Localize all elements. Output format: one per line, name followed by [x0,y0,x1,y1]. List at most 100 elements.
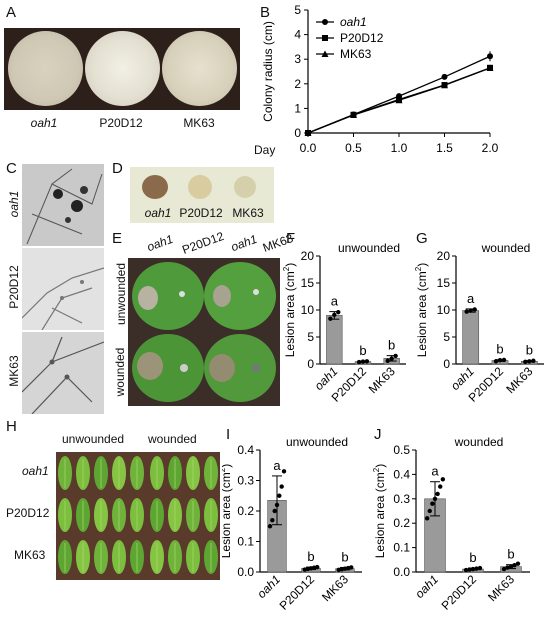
b-y-tick-label: 0 [294,126,301,140]
bar-point [515,561,521,566]
bar-point [315,564,320,570]
plate-p20d12 [85,31,160,106]
panel-label-g: G [416,230,428,247]
bar-point [501,566,507,572]
bar-y-tick-label: 5 [443,330,450,344]
label-e-unwounded: unwounded [114,262,128,326]
b-legend-label: oah1 [340,15,367,29]
b-point [350,111,357,119]
bar-chart-title: unwounded [286,435,348,449]
panel-label-j: J [374,426,382,443]
bar-category-label: MK63 [485,572,517,604]
b-x-tick-label: 0.5 [345,141,362,155]
bar-point [332,312,337,318]
bar-y-tick-label: 15 [301,276,315,290]
day-label: Day [254,143,276,157]
bar-point [267,524,273,529]
bar-point [463,567,469,573]
bar-point [470,566,476,572]
bar-point [349,565,354,570]
bar-category-label: oah1 [254,572,283,601]
bar [326,315,343,365]
plate-mk63 [162,31,237,106]
leaf-photo-h [56,452,220,580]
bar-significance-letter: b [496,342,503,357]
bar-point [427,508,432,514]
bar-significance-letter: b [507,547,514,562]
bar-point [270,517,275,523]
label-a-mk63: MK63 [183,116,215,130]
bar-y-tick-label: 0.0 [237,565,254,579]
panel-label-b: B [260,4,271,21]
chart-j: wounded 0.0 0.1 0.2 0.3 0.4 0.5 Lesion area (cm… [372,435,530,613]
b-legend-label: P20D12 [340,31,384,45]
b-y-tick-label: 3 [294,52,301,66]
bar-y-tick-label: 0.4 [237,443,254,457]
bar-chart-title: unwounded [338,241,400,255]
bar-y-tick-label: 0.2 [237,504,254,518]
bar-point [364,359,370,364]
bar-point [472,307,477,312]
b-legend-label: MK63 [340,47,372,61]
panel-label-c: C [6,160,17,177]
label-h-oah1: oah1 [22,464,49,478]
bar-point [474,566,479,571]
b-y-tick-label: 5 [294,3,301,17]
bar-point [531,358,536,363]
bar-point [279,484,284,489]
bar-point [527,359,532,364]
bar-point [435,491,440,497]
bar-category-label: P20D12 [439,572,480,613]
bar-point [468,308,473,313]
bar-y-axis-label: Lesion area (cm2) [372,464,387,559]
microscopy-stack [21,164,105,415]
label-e-wounded: wounded [113,347,127,397]
label-h-unwounded: unwounded [62,432,125,446]
bar-point [393,353,398,359]
b-point [395,96,403,104]
bar-y-tick-label: 5 [307,330,314,344]
bar-point [432,496,438,501]
b-x-tick-label: 0.0 [300,141,317,155]
spot-p20d12 [188,175,212,199]
bar-y-axis-label: Lesion area (cm2) [222,464,233,559]
bar-significance-letter: a [331,294,339,309]
bar-chart-title: wounded [454,435,504,449]
b-point [486,64,494,72]
label-h-wounded: wounded [148,432,197,446]
bar-significance-letter: b [341,549,348,564]
b-legend-marker [322,35,328,41]
bar-y-tick-label: 15 [437,276,451,290]
bar-y-tick-label: 0.2 [393,516,410,530]
micro-oah1 [22,164,104,246]
panel-label-h: H [6,418,17,435]
bar-point [277,493,282,498]
bar-point [336,309,341,315]
bar-y-axis-label: Lesion area (cm2) [414,263,429,358]
bar-point [272,508,277,514]
bar-y-tick-label: 0.0 [393,565,410,579]
bar-category-label: oah1 [412,572,441,601]
spot-photo [130,167,274,223]
leaf-photo-e [128,258,280,406]
bar-point [274,502,280,508]
b-x-tick-label: 1.5 [436,141,453,155]
bar-category-label: MK63 [366,364,398,396]
spot-oah1 [142,175,168,199]
b-y-tick-label: 2 [294,77,301,91]
bar-significance-letter: b [307,549,314,564]
bar-chart-title: wounded [481,241,531,255]
bar-point [477,565,483,571]
b-y-tick-label: 1 [294,101,301,115]
label-a-oah1: oah1 [30,116,58,130]
bar-point [438,484,443,489]
bar-point [356,359,362,365]
b-y-axis-label: Colony radius (cm) [261,21,275,122]
bar-y-tick-label: 10 [437,303,451,317]
bar-y-tick-label: 10 [301,303,315,317]
b-point [304,129,312,136]
bar-point [523,359,528,365]
bar-point [467,567,472,572]
